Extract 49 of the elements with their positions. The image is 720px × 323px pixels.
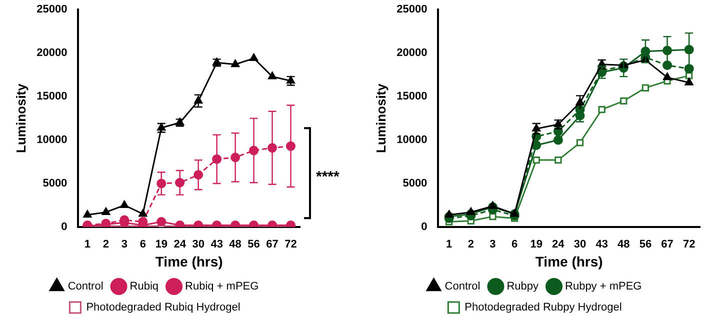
x-tick-label: 67 [661, 238, 674, 251]
x-tick-label: 30 [574, 238, 586, 251]
x-tick-label: 72 [682, 238, 696, 251]
y-tick-label: 20000 [36, 47, 68, 60]
x-tick-label: 56 [639, 238, 652, 251]
x-tick-label: 43 [210, 238, 223, 251]
legend-label: Control [68, 280, 104, 293]
y-tick-label: 10000 [36, 134, 68, 146]
x-tick-label: 72 [284, 238, 297, 251]
legend-label: Control [444, 280, 480, 293]
x-tick-label: 6 [140, 238, 146, 251]
x-tick-label: 48 [229, 238, 242, 251]
x-tick-label: 67 [266, 238, 278, 251]
y-tick-label: 5000 [42, 178, 68, 190]
y-tick-label: 15000 [36, 90, 68, 103]
x-tick-label: 3 [121, 238, 128, 251]
x-tick-label: 6 [511, 238, 518, 251]
y-axis-title: Luminosity [373, 82, 388, 153]
x-tick-label: 30 [192, 238, 204, 251]
legend-label: Rubpy + mPEG [565, 280, 642, 293]
x-tick-label: 2 [102, 238, 109, 251]
x-tick-label: 48 [618, 238, 630, 251]
x-tick-label: 56 [248, 238, 260, 251]
text: **** [316, 168, 340, 186]
x-tick-label: 1 [446, 238, 452, 251]
legend-label: Rubiq [130, 280, 159, 293]
legend-label: Photodegraded Rubpy Hydrogel [464, 302, 622, 314]
x-tick-label: 19 [530, 238, 542, 251]
x-axis-title: Time (hrs) [155, 253, 223, 270]
x-tick-label: 24 [174, 238, 187, 251]
x-tick-label: 2 [468, 238, 474, 251]
y-tick-label: 0 [61, 221, 68, 234]
x-tick-label: 19 [155, 238, 168, 251]
legend-label: Photodegraded Rubiq Hydrogel [86, 302, 240, 314]
y-tick-label: 5000 [402, 178, 428, 190]
y-tick-label: 25000 [396, 4, 428, 16]
x-tick-label: 24 [552, 238, 566, 251]
y-axis-title: Luminosity [13, 82, 28, 153]
x-tick-label: 43 [596, 238, 608, 251]
y-tick-label: 0 [421, 221, 428, 234]
y-tick-label: 20000 [396, 47, 428, 60]
legend-label: Rubpy [506, 280, 540, 293]
legend-label: Rubiq + mPEG [185, 280, 259, 293]
x-tick-label: 1 [84, 238, 90, 251]
x-axis-title: Time (hrs) [535, 253, 603, 270]
y-tick-label: 25000 [36, 4, 68, 16]
y-tick-label: 10000 [396, 134, 428, 146]
y-tick-label: 15000 [396, 90, 428, 103]
x-tick-label: 3 [490, 238, 496, 251]
